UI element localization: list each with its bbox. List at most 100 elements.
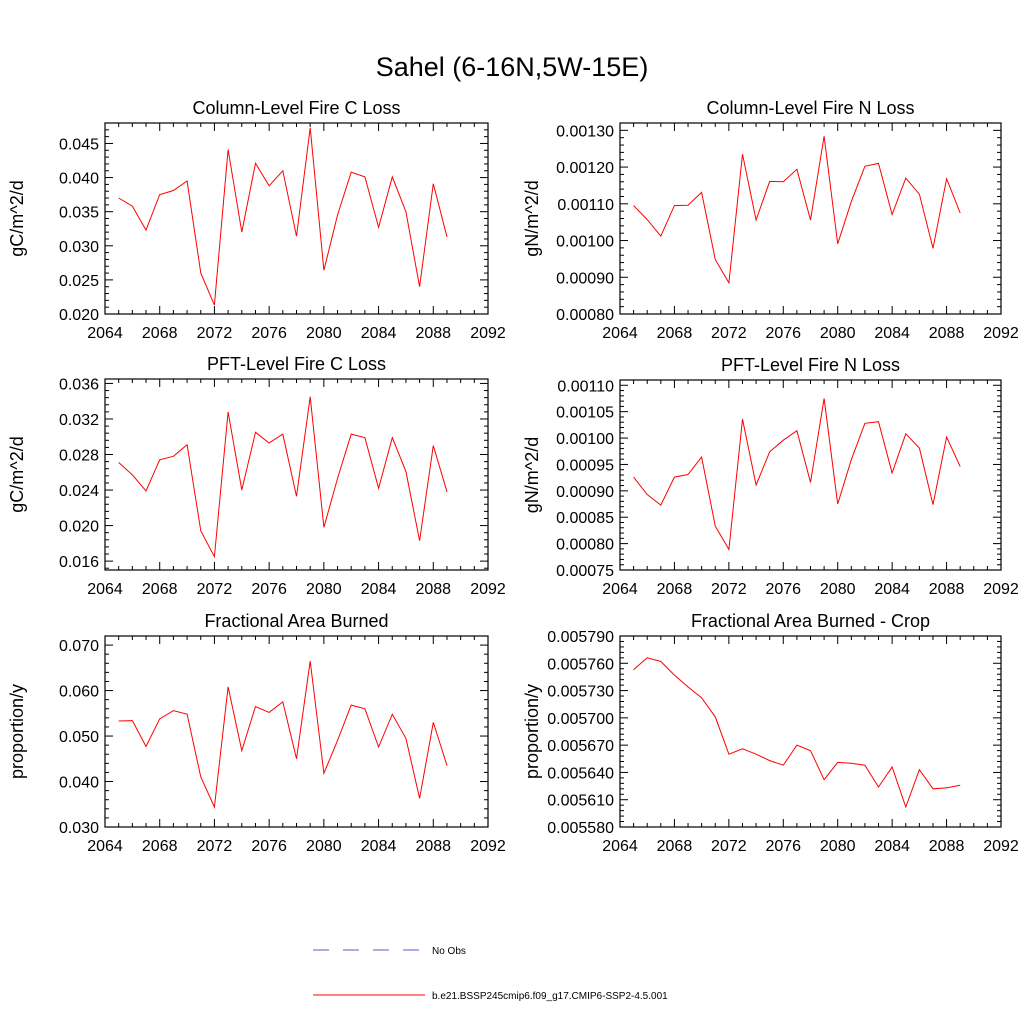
x-tick-label: 2072: [711, 581, 747, 598]
y-tick-label: 0.00080: [556, 537, 614, 554]
y-tick-label: 0.005700: [547, 711, 614, 728]
panel-2: Column-Level Fire N Loss 2064 2068 2072 2076…: [522, 98, 1019, 342]
x-tick-label: 2084: [361, 581, 397, 598]
y-tick-label: 0.00120: [556, 160, 614, 177]
x-tick-label: 2084: [361, 325, 397, 342]
panel-title: Column-Level Fire N Loss: [706, 98, 914, 118]
x-tick-label: 2084: [361, 838, 397, 855]
y-tick-label: 0.040: [59, 171, 99, 188]
y-tick-label: 0.00130: [556, 123, 614, 140]
x-tick-label: 2068: [657, 325, 693, 342]
y-axis-label: gC/m^2/d: [7, 180, 27, 256]
x-tick-label: 2080: [306, 838, 342, 855]
x-tick-label: 2080: [820, 838, 856, 855]
x-tick-label: 2088: [415, 325, 451, 342]
x-tick-label: 2080: [820, 325, 856, 342]
y-tick-label: 0.005760: [547, 656, 614, 673]
panel-title: PFT-Level Fire C Loss: [207, 354, 386, 374]
x-tick-label: 2064: [602, 325, 638, 342]
x-tick-label: 2088: [415, 838, 451, 855]
y-tick-label: 0.00095: [556, 457, 614, 474]
y-axis-label: gC/m^2/d: [7, 436, 27, 512]
y-tick-label: 0.00085: [556, 510, 614, 527]
panels: Column-Level Fire C Loss 2064 2068 2072 2076…: [7, 98, 1019, 855]
y-axis-label: proportion/y: [7, 684, 27, 779]
legend-label-no-obs: No Obs: [432, 946, 466, 957]
x-tick-label: 2092: [983, 838, 1019, 855]
x-tick-label: 2068: [657, 581, 693, 598]
x-tick-label: 2076: [765, 325, 801, 342]
legend-label-model: b.e21.BSSP245cmip6.f09_g17.CMIP6-SSP2-4.…: [432, 991, 668, 1002]
x-tick-label: 2092: [470, 325, 506, 342]
x-tick-label: 2092: [470, 838, 506, 855]
y-axis-label: gN/m^2/d: [522, 180, 542, 256]
y-tick-label: 0.050: [59, 729, 99, 746]
x-tick-label: 2088: [929, 325, 965, 342]
y-tick-label: 0.030: [59, 239, 99, 256]
x-tick-label: 2092: [470, 581, 506, 598]
y-tick-label: 0.005610: [547, 793, 614, 810]
y-tick-label: 0.005730: [547, 684, 614, 701]
panel-5: Fractional Area Burned 2064 2068 2072 2076 20…: [7, 611, 506, 855]
y-axis-label: gN/m^2/d: [522, 437, 542, 513]
y-tick-label: 0.00110: [557, 378, 614, 395]
x-tick-label: 2064: [87, 581, 123, 598]
y-tick-label: 0.005580: [547, 820, 614, 837]
x-tick-label: 2084: [874, 838, 910, 855]
x-tick-label: 2068: [142, 581, 178, 598]
series-line: [118, 396, 448, 559]
x-tick-label: 2076: [765, 581, 801, 598]
y-tick-label: 0.005790: [547, 629, 614, 646]
y-tick-label: 0.036: [59, 376, 99, 393]
x-tick-label: 2064: [87, 325, 123, 342]
x-tick-label: 2076: [251, 325, 287, 342]
x-tick-label: 2064: [602, 838, 638, 855]
x-tick-label: 2076: [251, 838, 287, 855]
panel-title: PFT-Level Fire N Loss: [721, 355, 900, 375]
y-tick-label: 0.00090: [556, 270, 614, 287]
x-tick-label: 2072: [197, 581, 233, 598]
x-tick-label: 2092: [983, 581, 1019, 598]
series-line: [118, 127, 448, 306]
x-tick-label: 2072: [197, 838, 233, 855]
panel-title: Column-Level Fire C Loss: [192, 98, 400, 118]
x-tick-label: 2064: [87, 838, 123, 855]
x-tick-label: 2092: [983, 325, 1019, 342]
x-tick-label: 2068: [142, 838, 178, 855]
x-tick-label: 2080: [820, 581, 856, 598]
x-tick-label: 2076: [765, 838, 801, 855]
x-tick-label: 2080: [306, 325, 342, 342]
y-tick-label: 0.00080: [556, 307, 614, 324]
y-tick-label: 0.00100: [556, 431, 614, 448]
x-tick-label: 2072: [197, 325, 233, 342]
y-tick-label: 0.024: [59, 483, 99, 500]
x-tick-label: 2072: [711, 838, 747, 855]
y-tick-label: 0.060: [59, 684, 99, 701]
y-tick-label: 0.028: [59, 448, 99, 465]
x-tick-label: 2068: [657, 838, 693, 855]
x-tick-label: 2068: [142, 325, 178, 342]
y-tick-label: 0.00090: [556, 484, 614, 501]
y-tick-label: 0.035: [59, 205, 99, 222]
y-tick-label: 0.005640: [547, 765, 614, 782]
x-tick-label: 2076: [251, 581, 287, 598]
y-tick-label: 0.00105: [556, 405, 614, 422]
panel-3: PFT-Level Fire C Loss 2064 2068 2072 2076 208…: [7, 354, 506, 598]
panel-title: Fractional Area Burned - Crop: [691, 611, 930, 631]
y-tick-label: 0.00075: [556, 563, 614, 580]
series-line: [118, 660, 448, 809]
panel-1: Column-Level Fire C Loss 2064 2068 2072 2076…: [7, 98, 506, 342]
x-tick-label: 2072: [711, 325, 747, 342]
y-tick-label: 0.025: [59, 273, 99, 290]
panel-4: PFT-Level Fire N Loss 2064 2068 2072 2076 208…: [522, 355, 1019, 598]
y-tick-label: 0.030: [59, 820, 99, 837]
x-tick-label: 2088: [929, 838, 965, 855]
y-tick-label: 0.032: [59, 412, 99, 429]
y-tick-label: 0.020: [59, 307, 99, 324]
main-title: Sahel (6-16N,5W-15E): [376, 52, 649, 82]
x-tick-label: 2084: [874, 581, 910, 598]
y-tick-label: 0.020: [59, 519, 99, 536]
panel-title: Fractional Area Burned: [204, 611, 388, 631]
y-tick-label: 0.00110: [557, 197, 614, 214]
y-tick-label: 0.016: [59, 554, 99, 571]
